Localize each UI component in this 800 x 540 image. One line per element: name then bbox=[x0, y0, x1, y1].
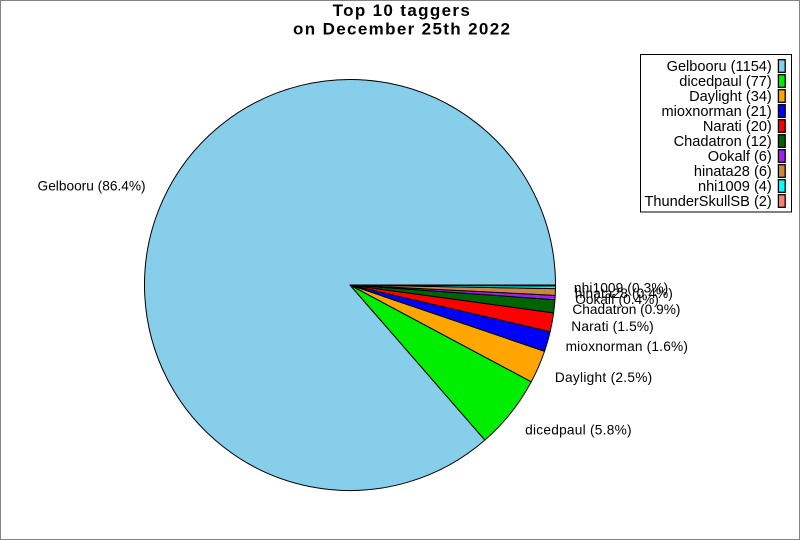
svg-text:on December 25th 2022: on December 25th 2022 bbox=[293, 19, 511, 38]
svg-text:nhi1009 (0.3%): nhi1009 (0.3%) bbox=[574, 281, 668, 296]
svg-text:Ookalf (0.4%): Ookalf (0.4%) bbox=[575, 292, 659, 307]
svg-text:hinata28 (0.4%): hinata28 (0.4%) bbox=[575, 286, 673, 301]
svg-text:hinata28 (6): hinata28 (6) bbox=[694, 164, 772, 180]
svg-text:nhi1009 (4): nhi1009 (4) bbox=[698, 179, 772, 195]
svg-text:Chadatron (0.9%): Chadatron (0.9%) bbox=[572, 302, 680, 317]
svg-text:Narati (1.5%): Narati (1.5%) bbox=[571, 319, 654, 334]
svg-text:Chadatron (12): Chadatron (12) bbox=[674, 134, 772, 150]
svg-text:mioxnorman (1.6%): mioxnorman (1.6%) bbox=[566, 339, 689, 354]
svg-text:Gelbooru (86.4%): Gelbooru (86.4%) bbox=[38, 178, 146, 193]
svg-text:Daylight (2.5%): Daylight (2.5%) bbox=[555, 370, 653, 385]
svg-text:Gelbooru (1154): Gelbooru (1154) bbox=[667, 59, 772, 75]
svg-text:dicedpaul (5.8%): dicedpaul (5.8%) bbox=[525, 422, 632, 437]
svg-text:Daylight (34): Daylight (34) bbox=[689, 89, 772, 105]
svg-text:mioxnorman (21): mioxnorman (21) bbox=[661, 104, 771, 120]
svg-text:Narati (20): Narati (20) bbox=[703, 119, 772, 135]
svg-text:Top 10 taggers: Top 10 taggers bbox=[333, 1, 472, 20]
svg-text:dicedpaul (77): dicedpaul (77) bbox=[679, 74, 772, 90]
svg-text:Ookalf (6): Ookalf (6) bbox=[708, 149, 772, 165]
svg-text:ThunderSkullSB (2): ThunderSkullSB (2) bbox=[644, 194, 771, 210]
